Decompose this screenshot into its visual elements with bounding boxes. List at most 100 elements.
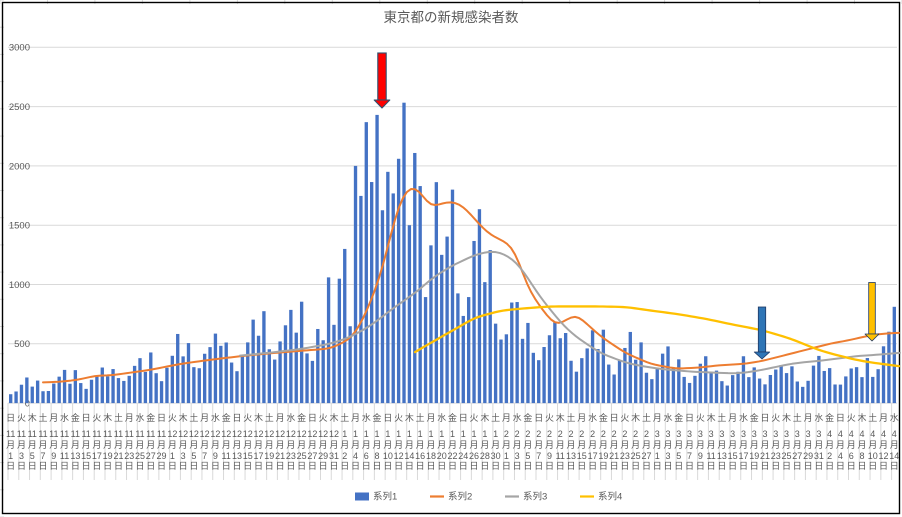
- svg-text:月: 月: [502, 413, 511, 423]
- svg-text:15: 15: [81, 451, 91, 461]
- svg-text:土: 土: [567, 412, 576, 423]
- svg-text:1: 1: [8, 451, 13, 461]
- svg-text:日: 日: [696, 461, 705, 471]
- svg-text:3000: 3000: [9, 43, 30, 54]
- svg-text:3: 3: [730, 429, 735, 439]
- svg-text:日: 日: [297, 461, 306, 471]
- svg-text:日: 日: [232, 461, 241, 471]
- svg-text:日: 日: [168, 461, 177, 471]
- svg-text:火: 火: [92, 413, 101, 423]
- svg-text:1: 1: [482, 429, 487, 439]
- svg-text:11: 11: [556, 451, 565, 461]
- svg-text:日: 日: [6, 413, 15, 423]
- svg-text:17: 17: [588, 451, 598, 461]
- svg-text:火: 火: [545, 413, 554, 423]
- svg-text:月: 月: [491, 440, 500, 450]
- svg-text:3: 3: [698, 429, 703, 439]
- svg-text:日: 日: [513, 461, 522, 471]
- svg-text:月: 月: [545, 440, 554, 450]
- svg-text:月: 月: [329, 440, 338, 450]
- svg-text:日: 日: [814, 461, 823, 471]
- svg-text:20: 20: [437, 451, 447, 461]
- svg-text:3: 3: [741, 429, 746, 439]
- svg-text:月: 月: [610, 440, 619, 450]
- svg-text:土: 土: [717, 412, 726, 423]
- svg-text:11: 11: [222, 451, 231, 461]
- svg-text:31: 31: [814, 451, 824, 461]
- svg-text:11: 11: [60, 451, 69, 461]
- svg-text:月: 月: [200, 440, 209, 450]
- svg-text:月: 月: [825, 440, 834, 450]
- svg-text:3: 3: [762, 429, 767, 439]
- svg-text:木: 木: [103, 412, 112, 423]
- svg-text:土: 土: [265, 412, 274, 423]
- svg-text:木: 木: [631, 412, 640, 423]
- svg-text:29: 29: [803, 451, 813, 461]
- svg-text:11: 11: [49, 429, 58, 439]
- svg-text:日: 日: [448, 461, 457, 471]
- svg-text:18: 18: [426, 451, 436, 461]
- svg-text:11: 11: [17, 429, 26, 439]
- svg-text:日: 日: [71, 461, 80, 471]
- svg-text:月: 月: [6, 440, 15, 450]
- svg-text:1000: 1000: [9, 280, 30, 291]
- svg-text:1: 1: [364, 429, 369, 439]
- svg-text:3: 3: [752, 429, 757, 439]
- svg-text:17: 17: [92, 451, 102, 461]
- svg-text:金: 金: [599, 412, 608, 423]
- svg-text:日: 日: [534, 461, 543, 471]
- svg-text:24: 24: [458, 451, 468, 461]
- svg-text:7: 7: [202, 451, 207, 461]
- svg-text:月: 月: [728, 440, 737, 450]
- svg-text:5: 5: [191, 451, 196, 461]
- svg-text:系列4: 系列4: [598, 491, 622, 503]
- svg-text:14: 14: [404, 451, 414, 461]
- svg-text:月: 月: [340, 440, 349, 450]
- svg-text:日: 日: [426, 461, 435, 471]
- svg-text:日: 日: [556, 461, 565, 471]
- svg-text:日: 日: [200, 461, 209, 471]
- svg-text:水: 水: [739, 412, 748, 423]
- svg-text:月: 月: [857, 440, 866, 450]
- svg-text:月: 月: [717, 440, 726, 450]
- svg-text:17: 17: [738, 451, 748, 461]
- svg-text:日: 日: [437, 461, 446, 471]
- svg-text:月: 月: [157, 440, 166, 450]
- svg-text:水: 水: [362, 412, 371, 423]
- svg-text:12: 12: [243, 429, 253, 439]
- svg-text:12: 12: [254, 429, 264, 439]
- svg-text:月: 月: [480, 440, 489, 450]
- svg-text:15: 15: [243, 451, 253, 461]
- svg-text:1: 1: [170, 451, 175, 461]
- svg-text:木: 木: [329, 412, 338, 423]
- svg-text:月: 月: [232, 440, 241, 450]
- svg-text:金: 金: [222, 412, 231, 423]
- svg-text:日: 日: [265, 461, 274, 471]
- svg-text:1: 1: [461, 429, 466, 439]
- svg-text:木: 木: [28, 412, 37, 423]
- svg-text:日: 日: [760, 461, 769, 471]
- svg-text:1: 1: [439, 429, 444, 439]
- svg-text:日: 日: [222, 461, 231, 471]
- svg-text:水: 水: [60, 412, 69, 423]
- svg-text:日: 日: [459, 413, 468, 423]
- svg-text:月: 月: [254, 440, 263, 450]
- svg-text:日: 日: [459, 461, 468, 471]
- svg-text:月: 月: [71, 440, 80, 450]
- svg-text:2: 2: [633, 429, 638, 439]
- svg-text:9: 9: [698, 451, 703, 461]
- svg-text:月: 月: [890, 440, 899, 450]
- svg-text:月: 月: [362, 440, 371, 450]
- svg-text:金: 金: [146, 412, 155, 423]
- svg-text:水: 水: [513, 412, 522, 423]
- svg-text:日: 日: [329, 461, 338, 471]
- svg-text:火: 火: [243, 413, 252, 423]
- svg-text:12: 12: [200, 429, 210, 439]
- svg-text:日: 日: [674, 461, 683, 471]
- svg-text:日: 日: [868, 461, 877, 471]
- svg-text:9: 9: [213, 451, 218, 461]
- svg-text:日: 日: [39, 461, 48, 471]
- svg-text:21: 21: [275, 451, 285, 461]
- svg-text:3: 3: [784, 429, 789, 439]
- svg-text:日: 日: [28, 461, 37, 471]
